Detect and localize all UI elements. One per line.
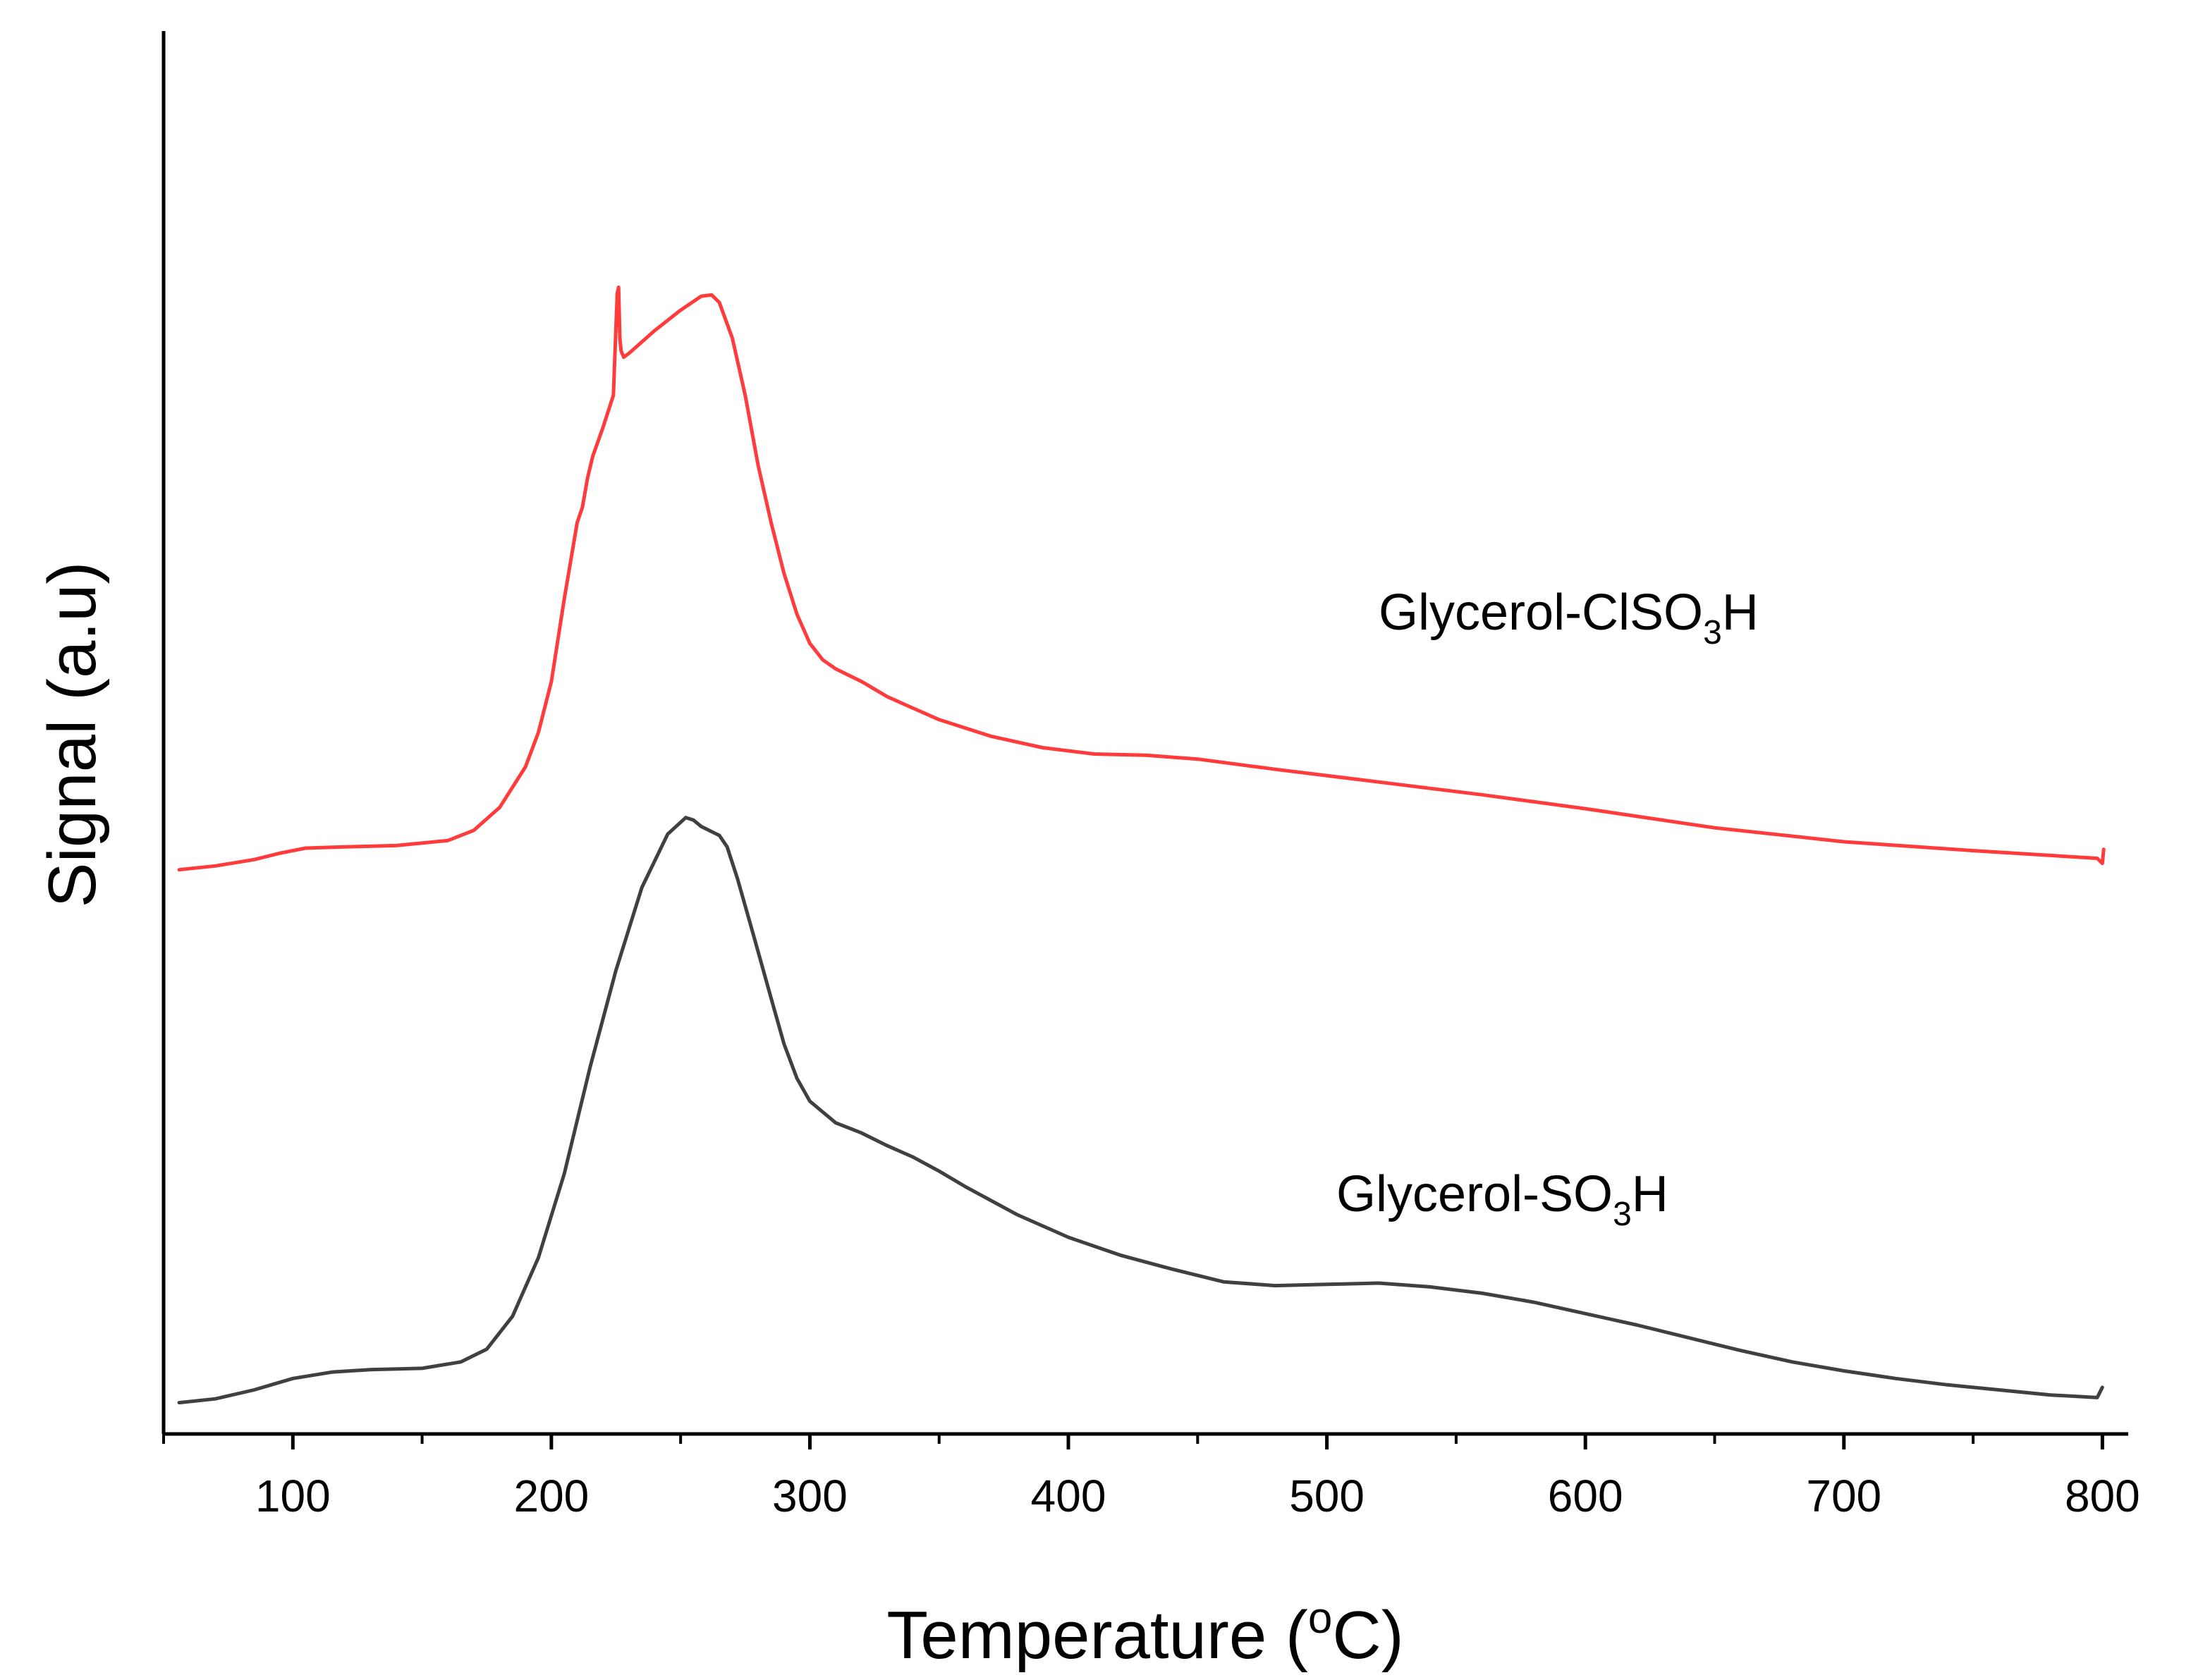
axes-layer <box>161 31 2128 1436</box>
series-label-glycerol-clso3h-sub: 3 <box>1703 614 1722 651</box>
series-label-glycerol-so3h: Glycerol-SO3H <box>1336 1166 1668 1233</box>
x-tick-label: 500 <box>1289 1471 1365 1521</box>
series-line-glycerol-so3h <box>177 816 2104 1405</box>
x-tick-label: 300 <box>772 1471 848 1521</box>
x-tick-label: 800 <box>2065 1471 2140 1521</box>
series-label-glycerol-clso3h-end: H <box>1722 584 1759 641</box>
x-axis-title-unit: C) <box>1332 1598 1403 1673</box>
x-axis-title-degree: o <box>1308 1594 1332 1643</box>
x-tick-label: 100 <box>255 1471 331 1521</box>
series-label-glycerol-clso3h-main: Glycerol-ClSO <box>1379 584 1703 641</box>
x-axis-title: Temperature (oC) <box>886 1594 1403 1673</box>
series-label-glycerol-so3h-sub: 3 <box>1613 1196 1632 1233</box>
x-axis-title-main: Temperature ( <box>886 1598 1308 1673</box>
series-layer <box>177 286 2106 1405</box>
series-label-glycerol-so3h-end: H <box>1632 1166 1668 1222</box>
x-ticks: 100 200 300 400 500 600 700 800 <box>162 1434 2140 1521</box>
series-line-glycerol-clso3h <box>177 286 2106 872</box>
x-tick-label: 600 <box>1548 1471 1623 1521</box>
series-label-glycerol-so3h-main: Glycerol-SO <box>1336 1166 1613 1222</box>
series-label-glycerol-clso3h: Glycerol-ClSO3H <box>1379 584 1759 651</box>
x-tick-label: 700 <box>1806 1471 1881 1521</box>
x-tick-label: 200 <box>513 1471 589 1521</box>
y-axis-title: Signal (a.u) <box>35 562 110 908</box>
x-tick-label: 400 <box>1031 1471 1106 1521</box>
